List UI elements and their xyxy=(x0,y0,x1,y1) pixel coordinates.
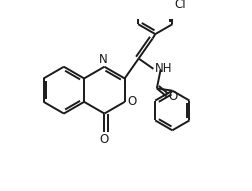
Text: O: O xyxy=(168,90,178,103)
Text: Cl: Cl xyxy=(174,0,186,11)
Text: NH: NH xyxy=(155,62,173,75)
Text: O: O xyxy=(100,133,109,146)
Text: O: O xyxy=(128,95,137,108)
Text: N: N xyxy=(99,53,108,66)
